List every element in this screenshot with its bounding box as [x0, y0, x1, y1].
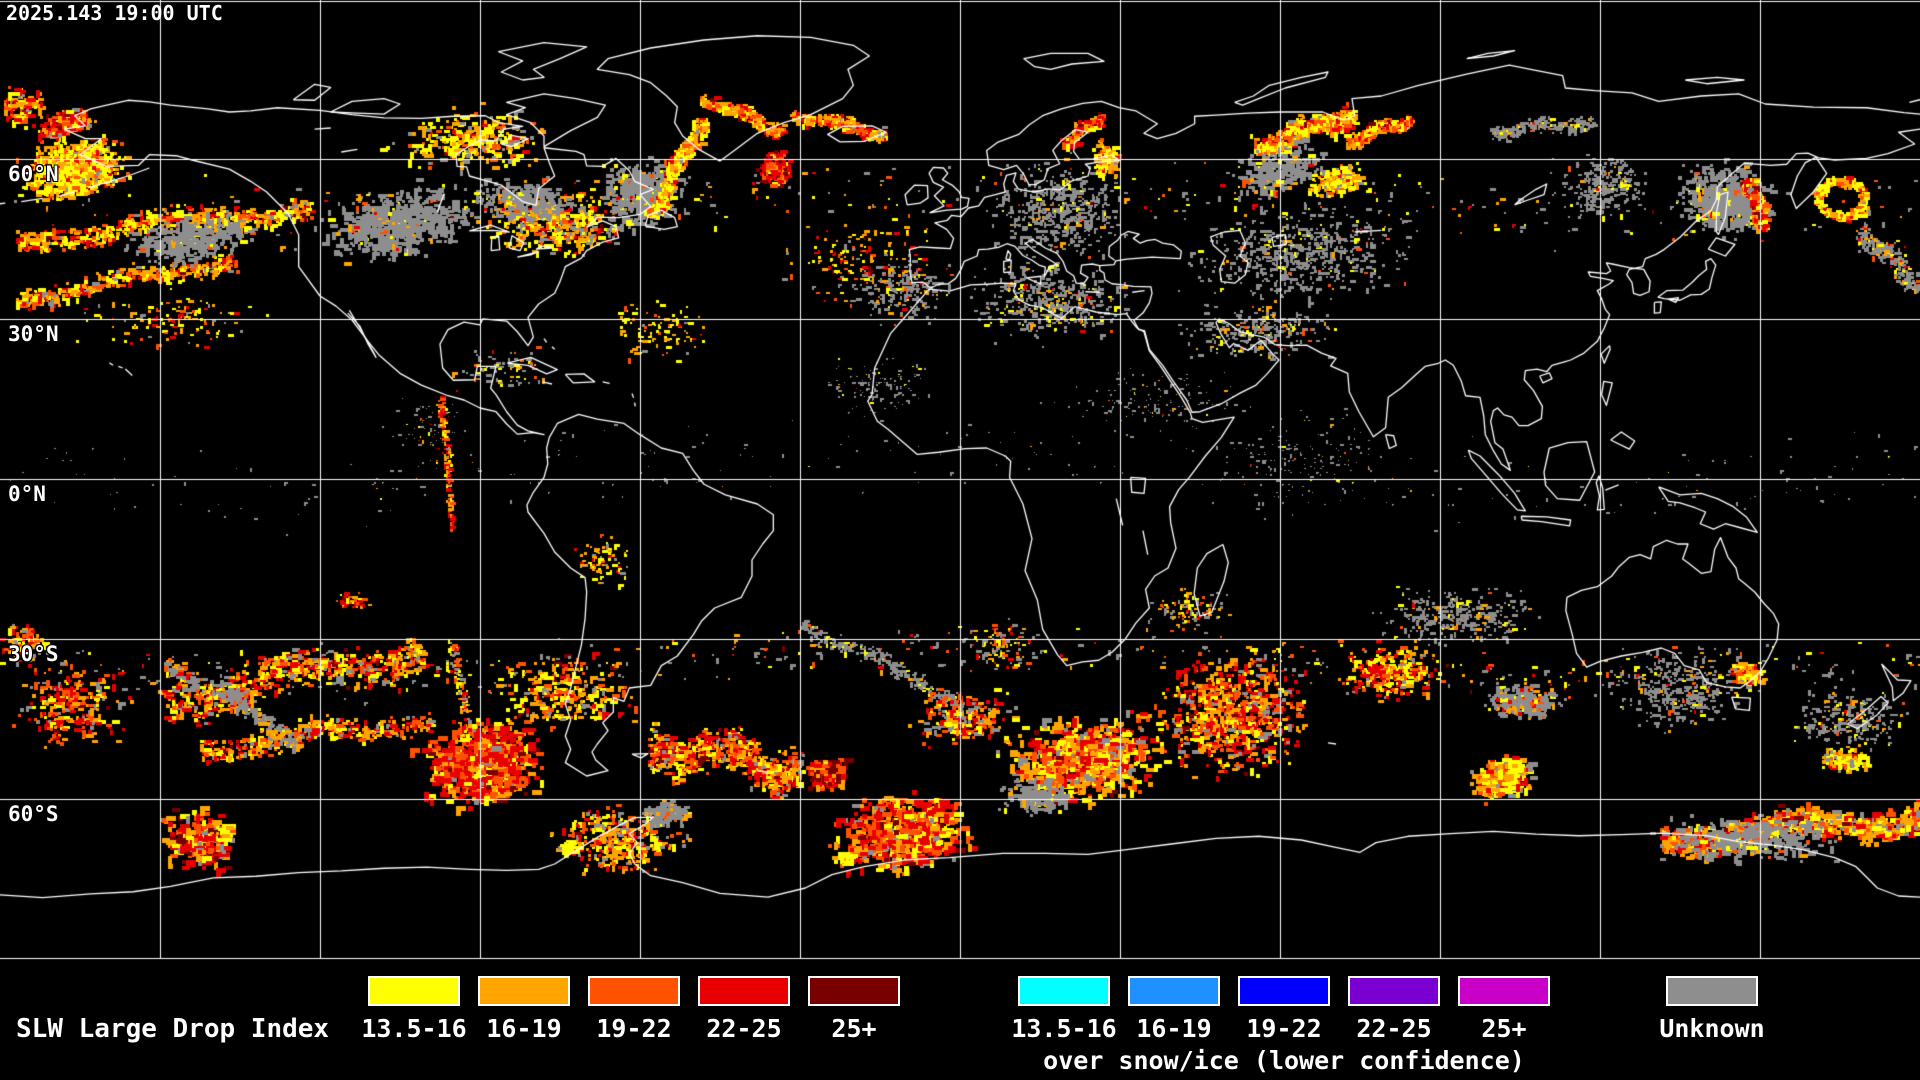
rain-label-13.5-16: 13.5-16 [361, 1014, 467, 1043]
snow-label-16-19: 16-19 [1136, 1014, 1212, 1043]
snow-label-25plus: 25+ [1481, 1014, 1527, 1043]
rain-label-25plus: 25+ [831, 1014, 877, 1043]
rain-swatch-25plus [808, 976, 900, 1006]
legend-snow-13.5-16: 13.5-16 [1009, 976, 1119, 1043]
snow-label-19-22: 19-22 [1246, 1014, 1322, 1043]
rain-swatch-19-22 [588, 976, 680, 1006]
lat-label-30n: 30°N [8, 322, 59, 346]
lat-label-0n: 0°N [8, 482, 46, 506]
legend-rain-13.5-16: 13.5-16 [359, 976, 469, 1043]
lat-label-60n: 60°N [8, 162, 59, 186]
legend-snow-25plus: 25+ [1449, 976, 1559, 1043]
legend-snow-19-22: 19-22 [1229, 976, 1339, 1043]
snow-swatch-13.5-16 [1018, 976, 1110, 1006]
snow-ice-caption: over snow/ice (lower confidence) [1043, 1046, 1525, 1075]
legend-rain-16-19: 16-19 [469, 976, 579, 1043]
snow-label-13.5-16: 13.5-16 [1011, 1014, 1117, 1043]
legend-rain-25plus: 25+ [799, 976, 909, 1043]
rain-label-16-19: 16-19 [486, 1014, 562, 1043]
legend-rain-19-22: 19-22 [579, 976, 689, 1043]
legend-snow-16-19: 16-19 [1119, 976, 1229, 1043]
world-map-canvas [0, 0, 1920, 960]
legend-snow-22-25: 22-25 [1339, 976, 1449, 1043]
lat-label-60s: 60°S [8, 802, 59, 826]
legend-unknown: Unknown [1657, 976, 1767, 1043]
legend-rain-22-25: 22-25 [689, 976, 799, 1043]
timestamp-label: 2025.143 19:00 UTC [6, 1, 223, 25]
rain-swatch-13.5-16 [368, 976, 460, 1006]
legend-title: SLW Large Drop Index [16, 1014, 330, 1044]
snow-swatch-25plus [1458, 976, 1550, 1006]
rain-swatch-22-25 [698, 976, 790, 1006]
rain-label-19-22: 19-22 [596, 1014, 672, 1043]
unknown-label: Unknown [1659, 1014, 1765, 1043]
rain-label-22-25: 22-25 [706, 1014, 782, 1043]
snow-swatch-16-19 [1128, 976, 1220, 1006]
lat-label-30s: 30°S [8, 642, 59, 666]
rain-swatch-16-19 [478, 976, 570, 1006]
unknown-swatch [1666, 976, 1758, 1006]
legend-bar: SLW Large Drop Index 13.5-16 16-19 19-22… [0, 960, 1920, 1080]
snow-swatch-19-22 [1238, 976, 1330, 1006]
snow-swatch-22-25 [1348, 976, 1440, 1006]
snow-label-22-25: 22-25 [1356, 1014, 1432, 1043]
